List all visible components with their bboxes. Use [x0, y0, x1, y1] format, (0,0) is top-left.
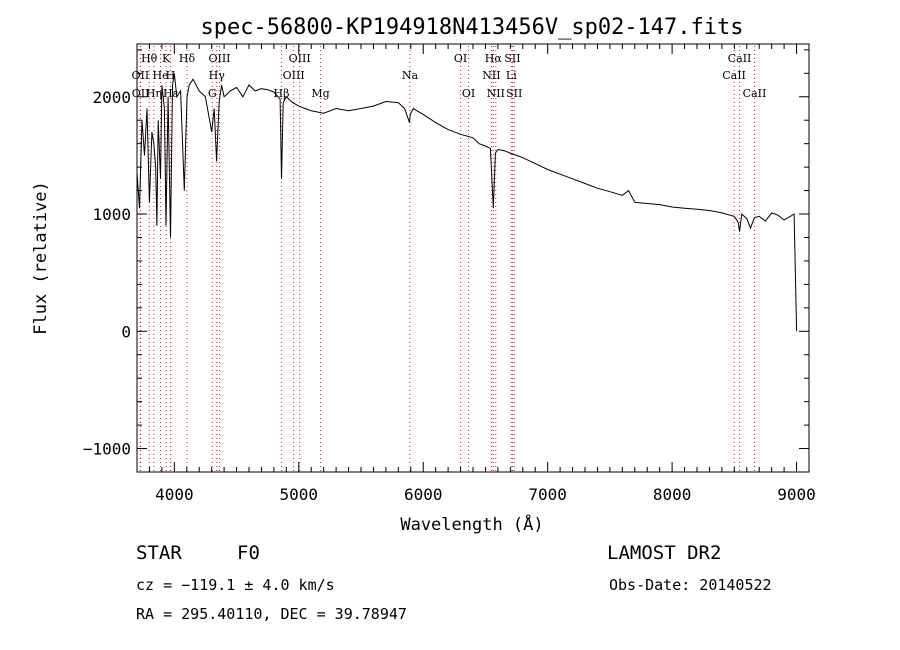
y-axis-label: Flux (relative) — [31, 181, 51, 335]
line-marker-label: OIII — [289, 52, 311, 65]
survey-text: LAMOST DR2 — [607, 542, 722, 564]
line-marker-label: NII — [487, 87, 505, 100]
object-class: STAR — [136, 542, 182, 564]
x-tick-label: 4000 — [155, 485, 194, 504]
line-marker-label: SII — [504, 52, 520, 65]
line-marker-label: OIII — [208, 52, 230, 65]
line-marker-label: SII — [506, 87, 522, 100]
x-axis-label: Wavelength (Å) — [400, 513, 543, 535]
obs-date-value: Obs-Date: 20140522 — [609, 576, 772, 594]
line-marker-label: Hγ — [209, 69, 226, 82]
line-marker-label: Hη — [146, 87, 162, 100]
x-tick-label: 8000 — [653, 485, 692, 504]
line-marker-label: Hδ — [179, 52, 196, 65]
chart-title: spec-56800-KP194918N413456V_sp02-147.fit… — [200, 15, 743, 40]
object-class-text: STAR — [136, 542, 182, 564]
x-tick-label: 9000 — [777, 485, 816, 504]
line-marker-label: CaII — [743, 87, 767, 100]
y-tick-label: 1000 — [92, 205, 131, 224]
line-marker-label: G — [208, 87, 217, 100]
plot-frame — [136, 43, 810, 473]
line-marker-label: Hε — [163, 87, 179, 100]
line-marker-label: NII — [482, 69, 500, 82]
line-marker-label: OIII — [283, 69, 305, 82]
line-marker-label: Hα — [485, 52, 503, 65]
line-marker-label: Hθ — [141, 52, 158, 65]
line-marker-label: OII — [132, 69, 150, 82]
line-marker-label: OI — [454, 52, 467, 65]
line-marker-label: CaII — [728, 52, 752, 65]
line-marker-label: CaII — [722, 69, 746, 82]
y-tick-label: −1000 — [83, 440, 131, 459]
y-tick-label: 0 — [121, 322, 131, 341]
line-marker-label: K — [162, 52, 171, 65]
obs-date: Obs-Date: 20140522 — [609, 576, 772, 594]
line-markers — [139, 46, 755, 472]
object-subclass-text: F0 — [237, 542, 260, 564]
x-axis-ticks: 4000 5000 6000 7000 8000 9000 — [136, 44, 816, 504]
line-marker-label: Mg — [311, 87, 329, 100]
line-marker-label: OI — [462, 87, 475, 100]
x-tick-label: 6000 — [404, 485, 443, 504]
line-marker-label: Na — [402, 69, 419, 82]
x-tick-label: 7000 — [528, 485, 567, 504]
line-marker-label: He — [152, 69, 168, 82]
y-tick-label: 2000 — [92, 88, 131, 107]
line-marker-label: Li — [506, 69, 517, 82]
line-marker-label: H — [166, 69, 176, 82]
coordinates-text: RA = 295.40110, DEC = 39.78947 — [136, 605, 407, 623]
redshift-text: cz = −119.1 ± 4.0 km/s — [136, 576, 335, 594]
x-tick-label: 5000 — [280, 485, 319, 504]
survey-label: LAMOST DR2 — [607, 542, 721, 564]
coordinates-value: RA = 295.40110, DEC = 39.78947 — [136, 605, 407, 623]
flux-series-line — [136, 73, 798, 332]
object-subclass: F0 — [237, 542, 260, 564]
redshift-value: cz = −119.1 ± 4.0 km/s — [136, 576, 335, 594]
y-axis-ticks: −1000 0 1000 2000 — [83, 49, 809, 473]
